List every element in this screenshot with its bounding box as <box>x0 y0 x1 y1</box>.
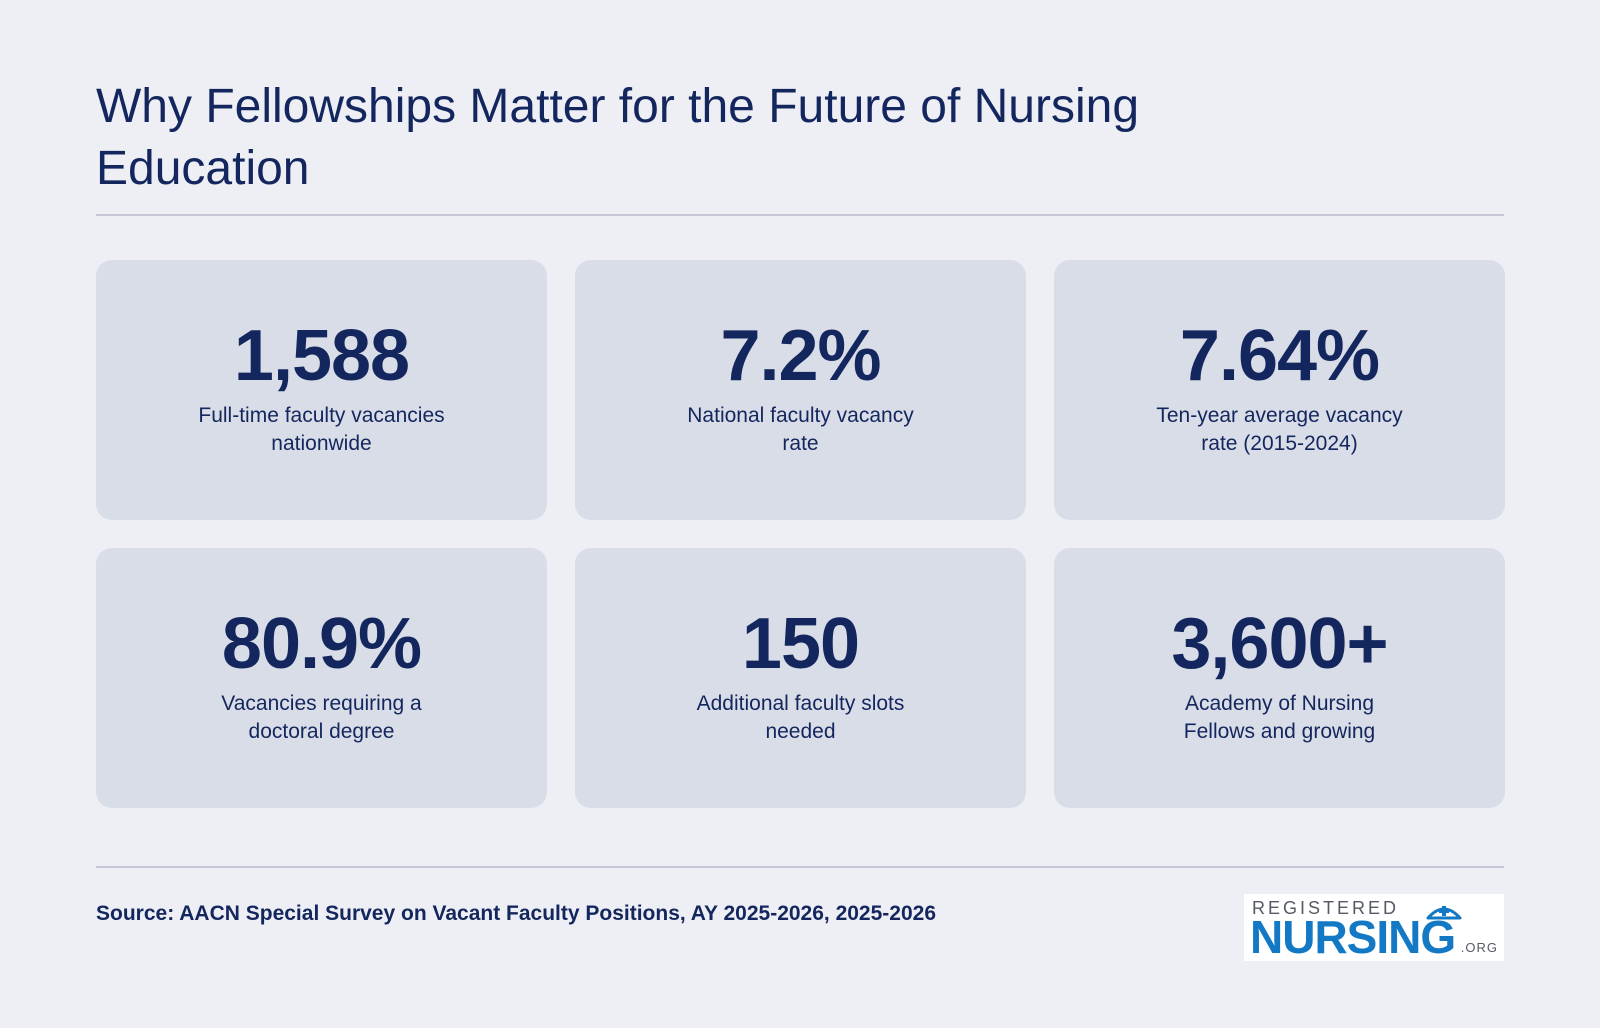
page-title: Why Fellowships Matter for the Future of… <box>96 80 1140 195</box>
nurse-cap-icon <box>1426 906 1462 920</box>
stat-card-ten-year-average: 7.64% Ten-year average vacancy rate (201… <box>1054 260 1505 520</box>
registered-nursing-logo[interactable]: REGISTERED NURSING .ORG <box>1244 894 1504 961</box>
logo-main-text: NURSING <box>1250 911 1456 961</box>
stat-card-additional-slots: 150 Additional faculty slots needed <box>575 548 1026 808</box>
logo-suffix-text: .ORG <box>1460 940 1498 955</box>
stat-label: Full-time faculty vacancies nationwide <box>198 404 445 455</box>
stat-value: 80.9% <box>221 604 422 684</box>
logo-top-text: REGISTERED <box>1252 898 1400 918</box>
stats-grid: 1,588 Full-time faculty vacancies nation… <box>96 260 1505 808</box>
stat-label: Academy of Nursing Fellows and growing <box>1183 692 1376 743</box>
stat-label: Additional faculty slots needed <box>696 692 905 743</box>
stat-value: 7.2% <box>720 316 881 396</box>
stat-card-vacancy-rate: 7.2% National faculty vacancy rate <box>575 260 1026 520</box>
stat-card-academy-fellows: 3,600+ Academy of Nursing Fellows and gr… <box>1054 548 1505 808</box>
stat-label: National faculty vacancy rate <box>687 404 914 455</box>
stat-card-faculty-vacancies: 1,588 Full-time faculty vacancies nation… <box>96 260 547 520</box>
bottom-divider <box>96 866 1504 868</box>
stat-value: 1,588 <box>233 316 410 396</box>
stat-label: Ten-year average vacancy rate (2015-2024… <box>1156 404 1403 455</box>
stat-card-doctoral-degree: 80.9% Vacancies requiring a doctoral deg… <box>96 548 547 808</box>
stat-value: 150 <box>741 604 860 684</box>
stat-label: Vacancies requiring a doctoral degree <box>221 692 422 743</box>
source-citation: Source: AACN Special Survey on Vacant Fa… <box>96 902 936 925</box>
top-divider <box>96 214 1504 216</box>
stat-value: 3,600+ <box>1171 604 1388 684</box>
stat-value: 7.64% <box>1179 316 1380 396</box>
